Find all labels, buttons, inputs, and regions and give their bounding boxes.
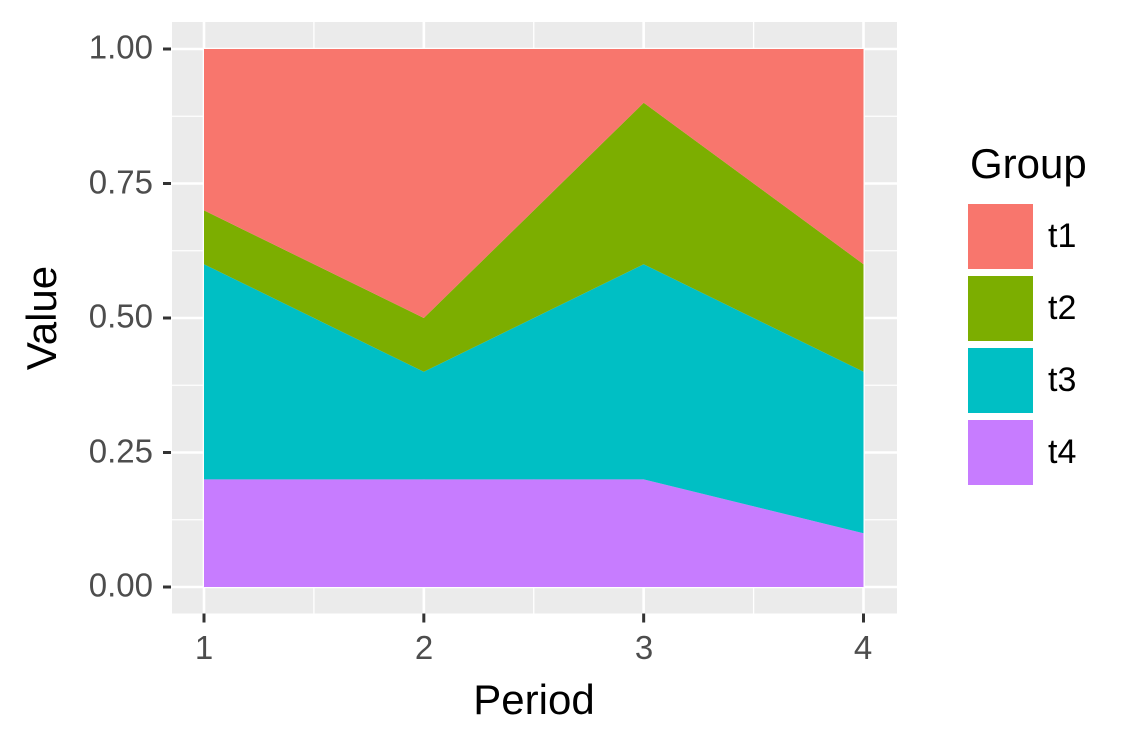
x-tick-label: 1 [194, 629, 214, 666]
legend-swatch-t1 [968, 204, 1033, 269]
legend-label: t2 [1048, 289, 1077, 327]
legend-item: t3 [968, 348, 1087, 413]
legend-swatch-t3 [968, 348, 1033, 413]
y-tick-label: 0.25 [88, 431, 153, 469]
legend-item: t4 [968, 420, 1087, 485]
legend-label: t4 [1048, 433, 1077, 471]
legend-swatch-t4 [968, 420, 1033, 485]
y-axis-title: Value [18, 265, 65, 371]
area-t1 [204, 49, 864, 318]
y-tick-label: 0.00 [88, 566, 153, 604]
x-axis-title: Period [473, 676, 595, 723]
legend-item: t2 [968, 276, 1087, 341]
legend-title: Group [970, 140, 1087, 187]
legend-item: t1 [968, 204, 1087, 269]
area-t3 [204, 264, 864, 534]
x-tick-label: 4 [853, 629, 873, 666]
legend-swatch-t2 [968, 276, 1033, 341]
area-t2 [204, 102, 864, 372]
y-tick-label: 1.00 [88, 28, 153, 66]
legend-label: t3 [1048, 361, 1077, 399]
area-t4 [204, 479, 864, 587]
legend: Group t1 t2 t3 t4 [968, 143, 1087, 492]
x-tick-label: 3 [634, 629, 654, 666]
x-tick-label: 2 [414, 629, 434, 666]
legend-label: t1 [1048, 217, 1077, 255]
y-tick-label: 0.50 [88, 297, 153, 335]
y-tick-label: 0.75 [88, 162, 153, 200]
